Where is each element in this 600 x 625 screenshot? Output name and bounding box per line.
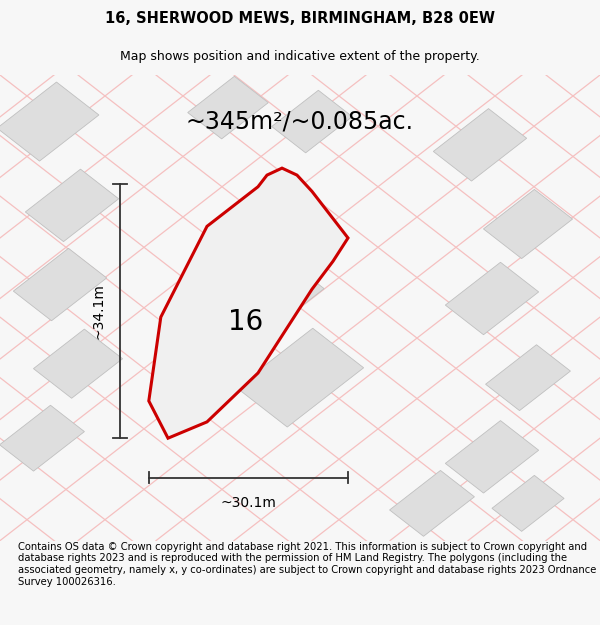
Polygon shape (180, 242, 324, 354)
Polygon shape (188, 76, 268, 139)
Polygon shape (236, 328, 364, 427)
Polygon shape (389, 471, 475, 536)
Polygon shape (484, 189, 572, 259)
Polygon shape (34, 329, 122, 398)
Polygon shape (492, 476, 564, 531)
Text: ~345m²/~0.085ac.: ~345m²/~0.085ac. (186, 109, 414, 134)
Text: ~30.1m: ~30.1m (220, 496, 277, 511)
Text: 16, SHERWOOD MEWS, BIRMINGHAM, B28 0EW: 16, SHERWOOD MEWS, BIRMINGHAM, B28 0EW (105, 11, 495, 26)
Polygon shape (445, 421, 539, 493)
Polygon shape (433, 109, 527, 181)
Polygon shape (13, 248, 107, 321)
Text: ~34.1m: ~34.1m (92, 283, 106, 339)
Text: 16: 16 (229, 308, 263, 336)
Text: Map shows position and indicative extent of the property.: Map shows position and indicative extent… (120, 50, 480, 62)
Text: Contains OS data © Crown copyright and database right 2021. This information is : Contains OS data © Crown copyright and d… (18, 542, 596, 587)
Polygon shape (0, 82, 99, 161)
Polygon shape (445, 262, 539, 335)
Polygon shape (272, 90, 352, 153)
Polygon shape (149, 168, 348, 438)
Polygon shape (0, 405, 85, 471)
Polygon shape (25, 169, 119, 242)
Polygon shape (485, 345, 571, 411)
